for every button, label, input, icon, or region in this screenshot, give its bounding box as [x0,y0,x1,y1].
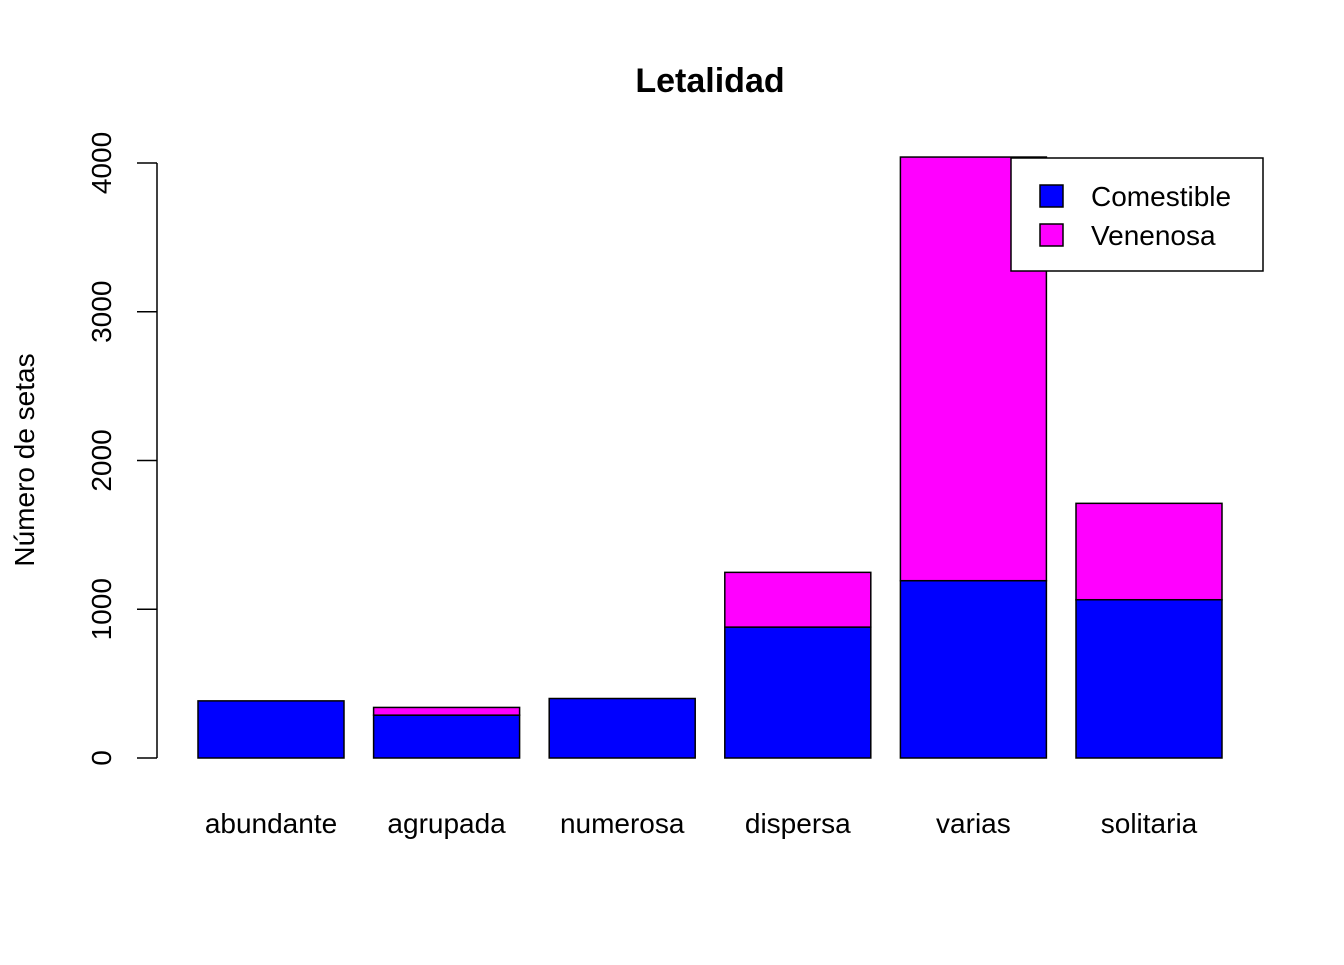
y-axis-label: Número de setas [9,353,40,566]
y-axis: 0 1000 2000 3000 4000 [86,132,158,766]
bar-segment-venenosa [372,706,521,716]
legend-label: Venenosa [1091,220,1216,251]
bar-segment-comestible [548,697,696,759]
x-tick-label: dispersa [745,808,851,839]
x-tick-label: varias [936,808,1011,839]
x-tick-label: solitaria [1101,808,1198,839]
bars [197,156,1223,759]
legend-swatch [1039,184,1064,208]
y-tick-label: 0 [86,750,117,766]
legend-box [1010,157,1264,272]
bar-segment-comestible [197,700,345,759]
y-tick-label: 4000 [86,132,117,194]
chart-title: Letalidad [635,62,784,100]
bar-segment-comestible [372,714,521,759]
bar-segment-venenosa [724,571,872,628]
y-tick-label: 1000 [86,578,117,640]
x-tick-label: abundante [205,808,337,839]
x-tick-label: numerosa [560,808,685,839]
y-tick-label: 3000 [86,281,117,343]
legend: Comestible Venenosa [1010,157,1264,272]
bar-segment-comestible [724,626,872,759]
legend-swatch [1039,223,1064,247]
y-tick-label: 2000 [86,429,117,491]
x-axis-labels: abundante agrupada numerosa dispersa varias s… [205,808,1198,839]
bar-segment-comestible [1075,598,1223,759]
x-tick-label: agrupada [387,808,506,839]
legend-label: Comestible [1091,181,1231,212]
bar-segment-venenosa [1075,502,1223,601]
bar-segment-comestible [899,579,1048,759]
